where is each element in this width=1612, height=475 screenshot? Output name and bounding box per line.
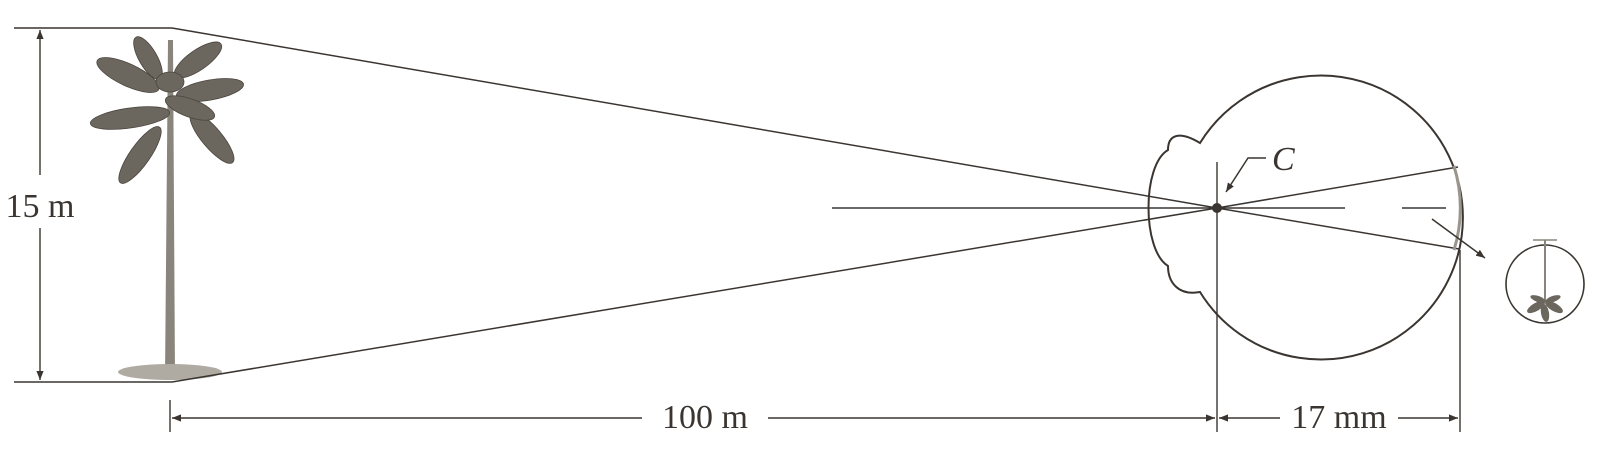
ray-center-to-retina-top xyxy=(1217,167,1458,208)
center-pointer-arrow xyxy=(1226,158,1266,192)
inverted-image-inset xyxy=(1506,240,1584,323)
eye-outline xyxy=(1149,76,1463,360)
eye-depth-label: 17 mm xyxy=(1291,399,1386,436)
ray-bottom-to-center xyxy=(172,208,1217,382)
center-label: C xyxy=(1272,141,1295,178)
height-label: 15 m xyxy=(6,188,75,225)
ray-center-to-retina-bottom xyxy=(1217,208,1459,249)
center-point xyxy=(1212,203,1222,213)
palm-tree-icon xyxy=(89,33,245,380)
palm-base-grass xyxy=(118,364,222,380)
distance-label: 100 m xyxy=(662,399,748,436)
ray-top-to-center xyxy=(172,28,1217,208)
distance-dimension: 100 m 17 mm xyxy=(170,212,1460,436)
